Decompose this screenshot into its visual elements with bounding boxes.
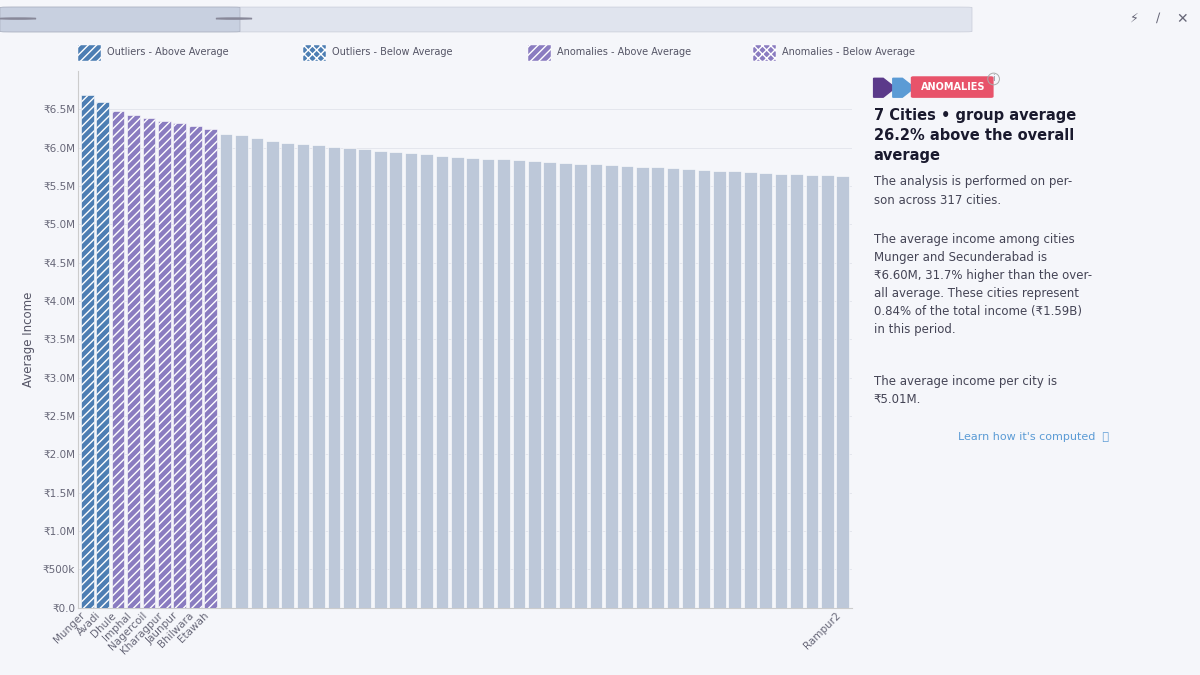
Bar: [80, 95, 94, 608]
Bar: [713, 171, 726, 608]
Y-axis label: Average Income: Average Income: [22, 292, 35, 387]
Bar: [296, 144, 310, 608]
Bar: [204, 129, 217, 608]
Bar: [374, 151, 386, 608]
Bar: [697, 170, 710, 608]
Text: i: i: [992, 74, 995, 84]
Text: The average income among cities
Munger and Secunderabad is
₹6.60M, 31.7% higher : The average income among cities Munger a…: [874, 233, 1092, 336]
Bar: [188, 126, 202, 608]
Bar: [790, 174, 803, 608]
Bar: [451, 157, 463, 608]
Bar: [420, 155, 433, 608]
Bar: [575, 163, 587, 608]
Bar: [266, 141, 278, 608]
FancyBboxPatch shape: [0, 7, 972, 32]
Text: Outliers - Below Average: Outliers - Below Average: [332, 47, 452, 57]
Bar: [404, 153, 418, 608]
Bar: [343, 148, 355, 608]
Bar: [174, 123, 186, 608]
Bar: [220, 134, 233, 608]
Bar: [235, 135, 247, 608]
Bar: [589, 165, 602, 608]
Circle shape: [0, 18, 36, 19]
Bar: [96, 101, 109, 608]
Text: The analysis is performed on per-
son across 317 cities.: The analysis is performed on per- son ac…: [874, 176, 1072, 207]
Bar: [127, 115, 140, 608]
Bar: [359, 149, 371, 608]
Bar: [744, 172, 756, 608]
Bar: [683, 169, 695, 608]
Bar: [112, 111, 125, 608]
Bar: [805, 175, 818, 608]
Text: The average income per city is
₹5.01M.: The average income per city is ₹5.01M.: [874, 375, 1057, 406]
Bar: [528, 161, 541, 608]
Circle shape: [216, 18, 252, 19]
Bar: [143, 118, 155, 608]
Text: ✕: ✕: [1176, 11, 1188, 26]
FancyBboxPatch shape: [78, 45, 101, 61]
Bar: [821, 175, 834, 608]
Bar: [836, 176, 850, 608]
FancyBboxPatch shape: [0, 7, 240, 32]
Bar: [312, 145, 325, 608]
FancyBboxPatch shape: [302, 45, 325, 61]
Text: 7 Cities • group average
26.2% above the overall
average: 7 Cities • group average 26.2% above the…: [874, 108, 1076, 163]
Bar: [482, 159, 494, 608]
Text: Anomalies - Below Average: Anomalies - Below Average: [782, 47, 914, 57]
Bar: [559, 163, 571, 608]
Bar: [652, 167, 664, 608]
Bar: [158, 122, 170, 608]
Bar: [636, 167, 649, 608]
Bar: [775, 173, 787, 608]
Bar: [544, 162, 556, 608]
Text: ∕: ∕: [1156, 12, 1160, 25]
Bar: [497, 159, 510, 608]
FancyBboxPatch shape: [528, 45, 551, 61]
Bar: [667, 168, 679, 608]
Bar: [728, 171, 742, 608]
Bar: [467, 158, 479, 608]
Bar: [251, 138, 263, 608]
Bar: [436, 155, 448, 608]
Bar: [281, 143, 294, 608]
Bar: [389, 152, 402, 608]
Text: Anomalies - Above Average: Anomalies - Above Average: [557, 47, 691, 57]
Text: Learn how it's computed  ⧉: Learn how it's computed ⧉: [958, 432, 1109, 442]
Text: ANOMALIES: ANOMALIES: [920, 82, 985, 92]
Text: Outliers - Above Average: Outliers - Above Average: [107, 47, 228, 57]
Bar: [512, 160, 526, 608]
Text: ⚡: ⚡: [1129, 12, 1139, 25]
Bar: [760, 173, 772, 608]
Bar: [620, 166, 634, 608]
Bar: [328, 146, 341, 608]
FancyBboxPatch shape: [754, 45, 775, 61]
Bar: [605, 165, 618, 608]
